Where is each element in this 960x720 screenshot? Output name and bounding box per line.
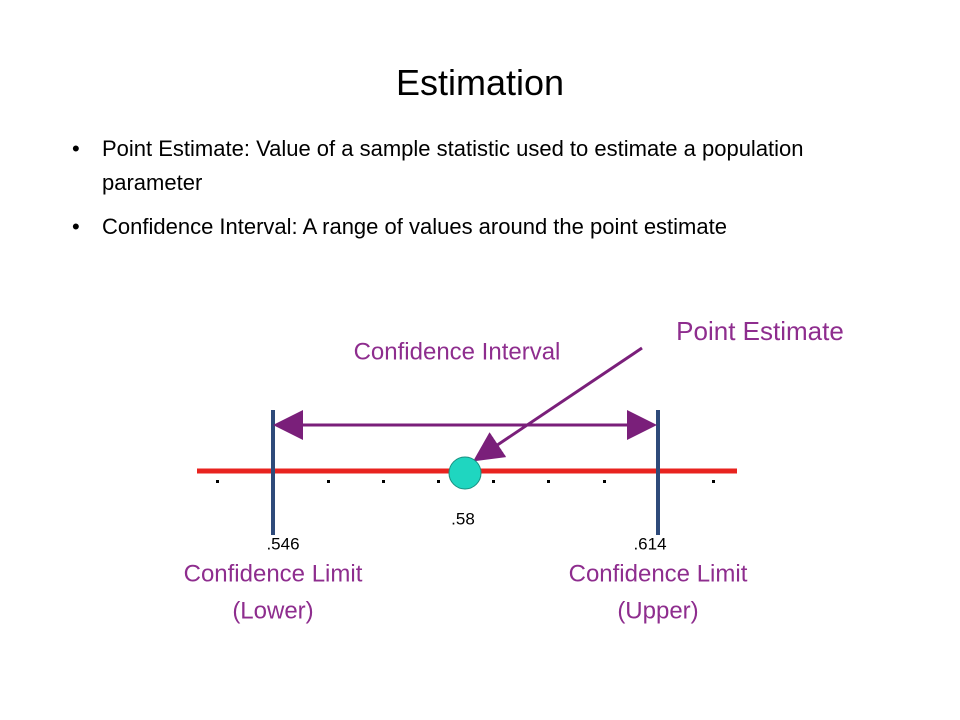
lower-label: Confidence Limit <box>184 560 363 587</box>
point-value: .58 <box>451 509 475 528</box>
point-arrow <box>473 346 643 462</box>
bullet: Confidence Interval: A range of values a… <box>72 210 892 244</box>
bullet: Point Estimate: Value of a sample statis… <box>72 132 892 200</box>
lower-value: .546 <box>266 534 299 553</box>
upper-value: .614 <box>633 534 666 553</box>
upper-label: Confidence Limit <box>569 560 748 587</box>
lower-label: (Lower) <box>232 597 313 624</box>
point-estimate-label: Point Estimate <box>676 316 844 346</box>
upper-label: (Upper) <box>617 597 698 624</box>
interval-label: Confidence Interval <box>354 338 561 365</box>
bullet-list: Point Estimate: Value of a sample statis… <box>72 132 892 254</box>
point-estimate-dot <box>448 456 482 490</box>
slide-title: Estimation <box>395 62 565 103</box>
